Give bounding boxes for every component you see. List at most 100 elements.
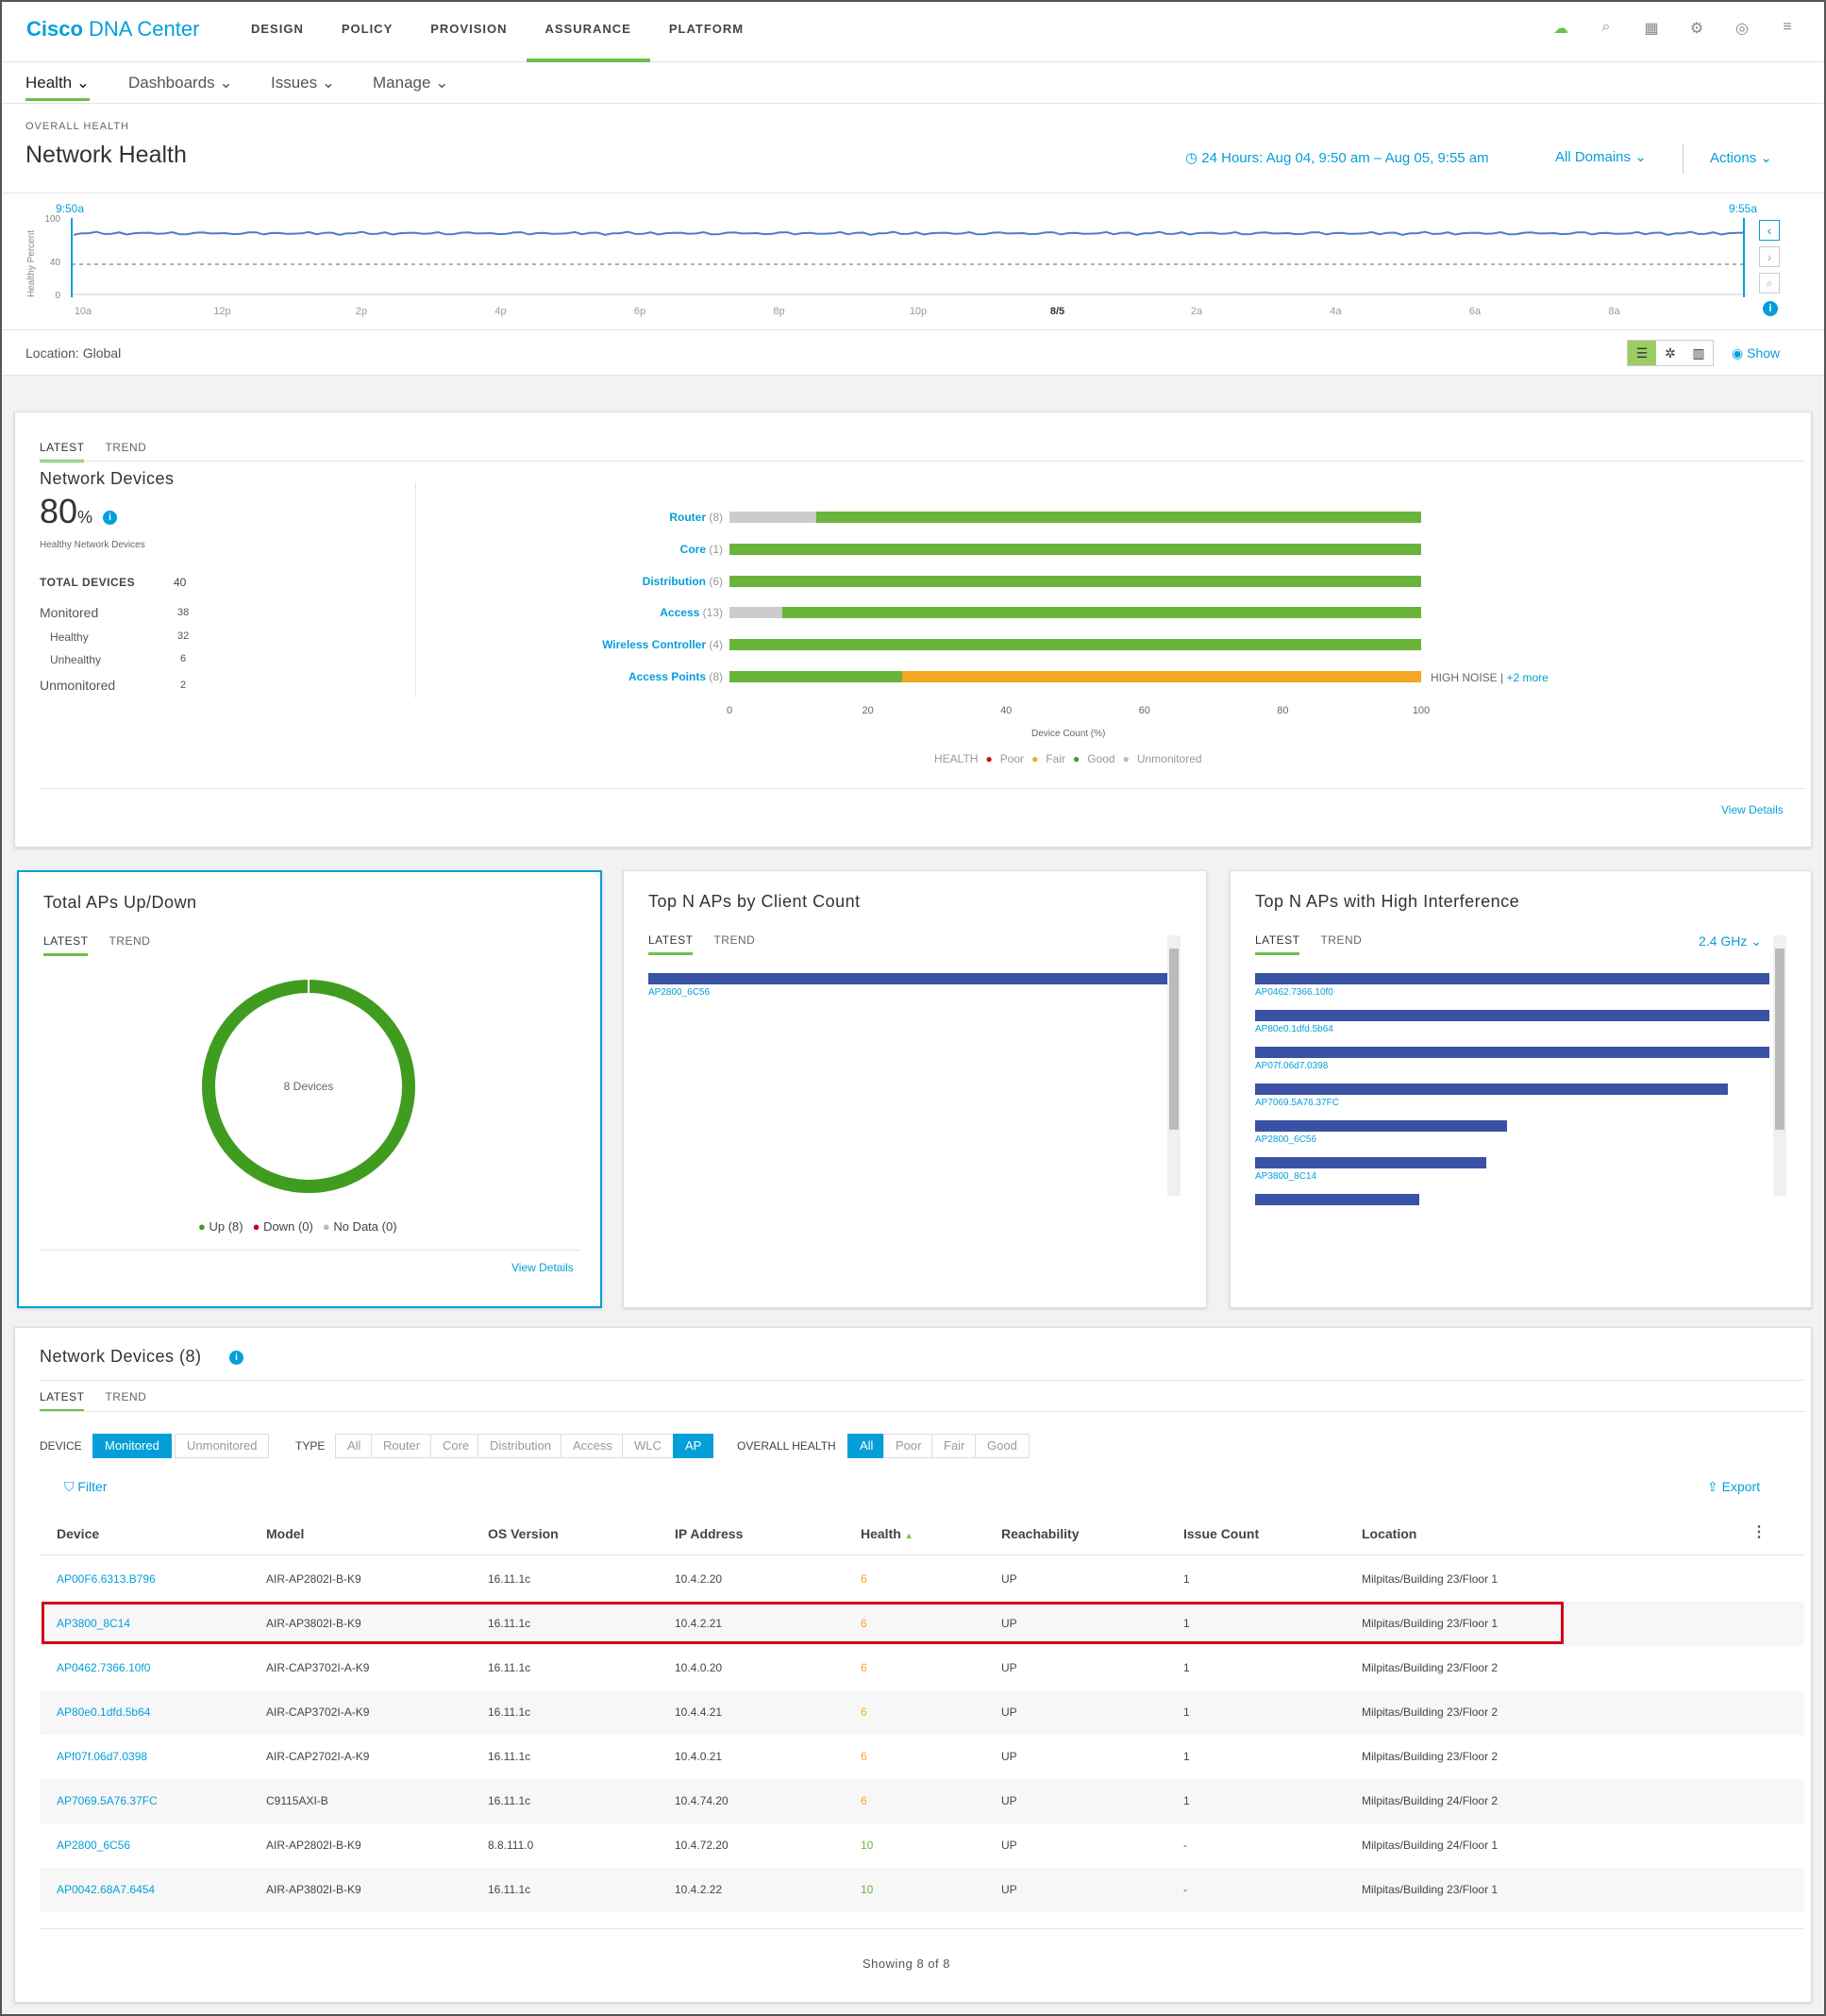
gear-icon[interactable]: ⚙ <box>1689 21 1704 37</box>
info-icon[interactable]: i <box>229 1351 243 1365</box>
cell-device[interactable]: AP7069.5A76.37FC <box>57 1794 158 1807</box>
tab-trend[interactable]: TREND <box>105 441 147 454</box>
col-location[interactable]: Location <box>1362 1526 1417 1541</box>
bar-segment-good[interactable] <box>729 671 903 682</box>
category-label[interactable]: Distribution (6) <box>393 575 723 588</box>
scrollbar[interactable] <box>1167 935 1181 1196</box>
cell-device[interactable]: APf07f.06d7.0398 <box>57 1750 148 1763</box>
type-ap[interactable]: AP <box>673 1434 714 1458</box>
cloud-status-icon[interactable]: ☁ <box>1553 21 1568 37</box>
health-all[interactable]: All <box>847 1434 886 1458</box>
nav-policy[interactable]: POLICY <box>341 22 394 36</box>
domains-dropdown[interactable]: All Domains ⌄ <box>1555 149 1647 165</box>
category-label[interactable]: Wireless Controller (4) <box>393 638 723 651</box>
filter-button[interactable]: ⛉ Filter <box>64 1479 108 1494</box>
view-details-link[interactable]: View Details <box>511 1261 574 1274</box>
bar-segment-good[interactable] <box>729 639 1421 651</box>
bar-segment-fair[interactable] <box>902 671 1421 682</box>
tab-latest[interactable]: LATEST <box>1255 933 1300 955</box>
col-issue-count[interactable]: Issue Count <box>1183 1526 1260 1541</box>
ap-bar[interactable] <box>1255 1120 1508 1132</box>
tab-trend[interactable]: TREND <box>1320 933 1363 947</box>
table-row[interactable]: AP0462.7366.10f0 AIR-CAP3702I-A-K9 16.11.1… <box>40 1646 1804 1690</box>
col-health[interactable]: Health ▲ <box>861 1526 913 1541</box>
subnav-health[interactable]: Health ⌄ <box>25 74 91 101</box>
category-label[interactable]: Core (1) <box>393 543 723 556</box>
actions-dropdown[interactable]: Actions ⌄ <box>1710 150 1772 166</box>
col-device[interactable]: Device <box>57 1526 100 1541</box>
table-row[interactable]: AP2800_6C56 AIR-AP2802I-B-K9 8.8.111.0 10.4… <box>40 1823 1804 1868</box>
more-link[interactable]: +2 more <box>1506 671 1549 684</box>
cell-device[interactable]: AP80e0.1dfd.5b64 <box>57 1705 151 1719</box>
type-all[interactable]: All <box>335 1434 374 1458</box>
category-label[interactable]: Access (13) <box>393 606 723 619</box>
type-core[interactable]: Core <box>430 1434 482 1458</box>
list-view-icon[interactable]: ☰ <box>1628 341 1656 365</box>
timeline-zoom-button[interactable]: ⌕ <box>1759 273 1780 294</box>
map-view-icon[interactable]: ▥ <box>1692 345 1705 361</box>
app-logo[interactable]: Cisco DNA Center <box>26 17 200 41</box>
cell-device[interactable]: AP00F6.6313.B796 <box>57 1572 156 1586</box>
timeline-next-button[interactable]: › <box>1759 246 1780 267</box>
ap-bar[interactable] <box>648 973 1169 984</box>
health-good[interactable]: Good <box>975 1434 1030 1458</box>
column-options-icon[interactable]: ⋮ <box>1751 1524 1767 1540</box>
cell-device[interactable]: AP0042.68A7.6454 <box>57 1883 156 1896</box>
show-toggle[interactable]: ◉ Show <box>1732 345 1781 361</box>
col-reachability[interactable]: Reachability <box>1001 1526 1080 1541</box>
tab-latest[interactable]: LATEST <box>648 933 694 955</box>
menu-icon[interactable]: ≡ <box>1783 19 1792 35</box>
type-access[interactable]: Access <box>561 1434 625 1458</box>
filter-monitored[interactable]: Monitored <box>92 1434 172 1458</box>
nav-design[interactable]: DESIGN <box>251 22 304 36</box>
help-icon[interactable]: ◎ <box>1735 21 1749 37</box>
cell-device[interactable]: AP3800_8C14 <box>57 1617 131 1630</box>
band-dropdown[interactable]: 2.4 GHz ⌄ <box>1699 933 1762 949</box>
col-os-version[interactable]: OS Version <box>488 1526 559 1541</box>
table-row[interactable]: AP7069.5A76.37FC C9115AXI-B 16.11.1c 10.4.7… <box>40 1779 1804 1823</box>
tab-trend[interactable]: TREND <box>713 933 756 947</box>
ap-bar-label[interactable]: AP3800_8C14 <box>1255 1171 1317 1182</box>
subnav-dashboards[interactable]: Dashboards ⌄ <box>128 74 233 92</box>
table-row[interactable]: APf07f.06d7.0398 AIR-CAP2702I-A-K9 16.11.1… <box>40 1735 1804 1779</box>
view-details-link[interactable]: View Details <box>1721 803 1784 816</box>
col-model[interactable]: Model <box>266 1526 305 1541</box>
table-row[interactable]: AP3800_8C14 AIR-AP3802I-B-K9 16.11.1c 10.4.… <box>40 1602 1804 1646</box>
cell-device[interactable]: AP2800_6C56 <box>57 1839 131 1852</box>
tab-trend[interactable]: TREND <box>109 934 151 948</box>
scrollbar-thumb[interactable] <box>1775 949 1784 1130</box>
nav-assurance[interactable]: ASSURANCE <box>526 2 650 62</box>
bar-segment-good[interactable] <box>815 512 1421 523</box>
scrollbar-thumb[interactable] <box>1169 949 1179 1130</box>
category-label[interactable]: Access Points (8) <box>393 670 723 683</box>
ap-bar-label[interactable]: AP0462.7366.10f0 <box>1255 987 1333 998</box>
tab-latest[interactable]: LATEST <box>40 441 85 462</box>
subnav-issues[interactable]: Issues ⌄ <box>271 74 336 92</box>
bar-segment-unmonitored[interactable] <box>729 512 816 523</box>
col-ip-address[interactable]: IP Address <box>675 1526 744 1541</box>
health-fair[interactable]: Fair <box>931 1434 978 1458</box>
topology-view-icon[interactable]: ✲ <box>1665 345 1676 361</box>
bar-segment-good[interactable] <box>782 607 1421 619</box>
table-row[interactable]: AP00F6.6313.B796 AIR-AP2802I-B-K9 16.11.1c… <box>40 1557 1804 1602</box>
tab-latest[interactable]: LATEST <box>43 934 89 956</box>
tab-latest[interactable]: LATEST <box>40 1390 85 1412</box>
table-row[interactable]: AP80e0.1dfd.5b64 AIR-CAP3702I-A-K9 16.11.1… <box>40 1690 1804 1735</box>
time-range-selector[interactable]: ◷ 24 Hours: Aug 04, 9:50 am – Aug 05, 9:… <box>1185 150 1489 166</box>
nav-provision[interactable]: PROVISION <box>430 22 508 36</box>
bar-segment-good[interactable] <box>729 575 1421 587</box>
type-wlc[interactable]: WLC <box>622 1434 674 1458</box>
scrollbar[interactable] <box>1773 935 1786 1196</box>
health-poor[interactable]: Poor <box>883 1434 934 1458</box>
health-timeline[interactable]: 9:50a 9:55a Healthy Percent 100 40 0 10a… <box>2 193 1824 330</box>
filter-unmonitored[interactable]: Unmonitored <box>175 1434 270 1458</box>
cell-device[interactable]: AP0462.7366.10f0 <box>57 1661 151 1674</box>
ap-bar[interactable] <box>1255 973 1769 984</box>
ap-bar[interactable] <box>1255 1010 1769 1021</box>
ap-bar[interactable] <box>1255 1047 1769 1058</box>
ap-bar[interactable] <box>1255 1157 1487 1168</box>
ap-bar[interactable] <box>1255 1194 1420 1205</box>
bar-segment-unmonitored[interactable] <box>729 607 783 619</box>
ap-bar-label[interactable]: AP2800_6C56 <box>648 987 711 998</box>
bar-segment-good[interactable] <box>729 543 1421 555</box>
